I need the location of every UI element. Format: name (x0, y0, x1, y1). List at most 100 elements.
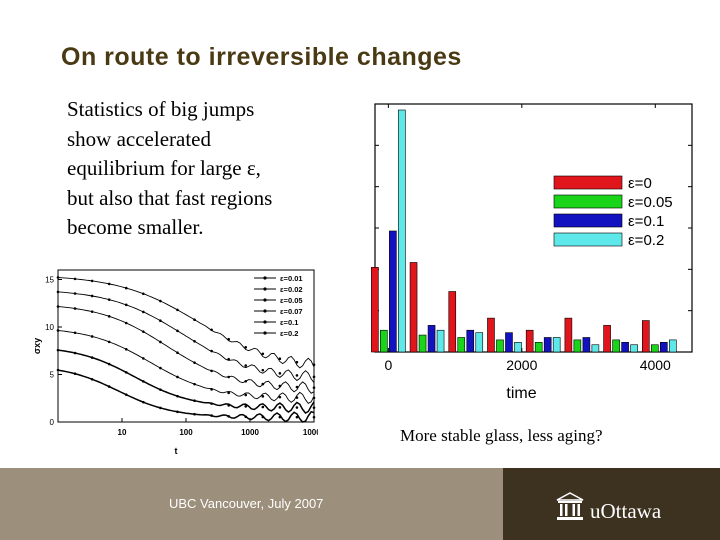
x-axis-label: time (506, 385, 536, 402)
series-marker (90, 294, 94, 298)
y-axis-label: σxy (32, 338, 42, 354)
series-marker (261, 352, 265, 356)
series-line (57, 291, 315, 383)
series-line (57, 349, 315, 414)
x-axis-label: t (175, 446, 178, 456)
y-tick-label: 5 (50, 371, 55, 380)
y-tick-label: 15 (45, 276, 54, 285)
series-marker (56, 368, 60, 372)
series-marker (278, 415, 282, 419)
series-marker (73, 372, 77, 376)
series-marker (56, 305, 60, 308)
bar (582, 337, 591, 353)
footer-text: UBC Vancouver, July 2007 (169, 496, 324, 511)
series-marker (176, 410, 179, 414)
series-marker (295, 360, 299, 364)
bar (668, 339, 677, 353)
bar (371, 267, 379, 353)
series-marker (142, 310, 145, 314)
series-marker (90, 335, 94, 338)
bar (573, 339, 582, 353)
footer-bar-right (503, 468, 720, 540)
x-tick-label: 100 (179, 428, 193, 437)
bar (630, 344, 638, 353)
series-marker (90, 377, 94, 381)
series-marker (142, 357, 145, 360)
series-marker (210, 388, 213, 391)
bar (641, 320, 650, 353)
series-marker (210, 369, 213, 373)
series-marker (124, 348, 128, 351)
series-marker (244, 379, 248, 383)
series-marker (227, 357, 230, 361)
series-marker (159, 340, 162, 344)
logo-text: uOttawa (590, 499, 662, 523)
bar (552, 337, 561, 353)
series-marker (278, 357, 282, 360)
series-marker (210, 414, 213, 417)
series-marker (227, 391, 230, 395)
series-marker (312, 375, 316, 379)
series-marker (124, 303, 128, 307)
body-line: but also that fast regions (67, 185, 273, 210)
series-marker (295, 406, 299, 409)
series-marker (56, 290, 60, 294)
series-line (57, 369, 315, 423)
series-marker (261, 382, 265, 386)
bar (475, 332, 484, 353)
series-marker (73, 277, 77, 281)
bar (564, 317, 573, 353)
series-marker (142, 292, 145, 296)
bar (591, 344, 600, 353)
legend-marker (263, 331, 267, 335)
bar (505, 332, 513, 353)
series-marker (176, 329, 179, 333)
series-marker (124, 321, 128, 325)
bar (466, 329, 475, 353)
body-line: equilibrium for large ε, (67, 156, 261, 180)
bar (496, 339, 504, 353)
legend-label: ε=0.02 (280, 285, 303, 294)
legend-swatch (553, 175, 623, 190)
series-marker (193, 399, 196, 403)
series-marker (176, 394, 179, 398)
legend-label: ε=0.2 (280, 329, 298, 338)
series-marker (278, 372, 282, 375)
series-marker (56, 348, 60, 352)
series-marker (176, 375, 179, 379)
series-marker (193, 318, 196, 322)
bar (389, 230, 397, 353)
series-marker (176, 351, 179, 355)
jump-statistics-bar-chart: 0 2000 4000 time ε=0 ε=0.05 ε=0.1 ε=0.2 (371, 103, 693, 402)
legend-swatch (553, 232, 623, 247)
bar (659, 342, 668, 353)
series-marker (107, 385, 111, 388)
series-marker (56, 276, 60, 279)
series-marker (159, 366, 162, 370)
series-marker (244, 415, 248, 419)
series-marker (159, 406, 162, 410)
bar (427, 325, 436, 353)
bar (409, 262, 418, 353)
bar (457, 337, 466, 353)
series-marker (142, 400, 145, 404)
series-marker (124, 371, 128, 374)
legend-marker (263, 276, 267, 280)
legend-marker (263, 298, 267, 302)
series-marker (73, 351, 77, 355)
series-marker (193, 340, 196, 343)
body-line: Statistics of big jumps (67, 97, 255, 121)
bar (525, 329, 534, 353)
series-marker (295, 396, 299, 399)
series-marker (107, 340, 111, 344)
bar (418, 334, 427, 353)
series-marker (73, 292, 77, 295)
series-marker (142, 380, 145, 383)
legend-label: ε=0.2 (628, 232, 664, 249)
series-marker (73, 307, 77, 310)
series-marker (244, 393, 248, 397)
legend-label: ε=0.1 (628, 213, 664, 230)
series-line (57, 277, 315, 369)
bar (514, 342, 522, 353)
plot-frame (57, 269, 315, 423)
